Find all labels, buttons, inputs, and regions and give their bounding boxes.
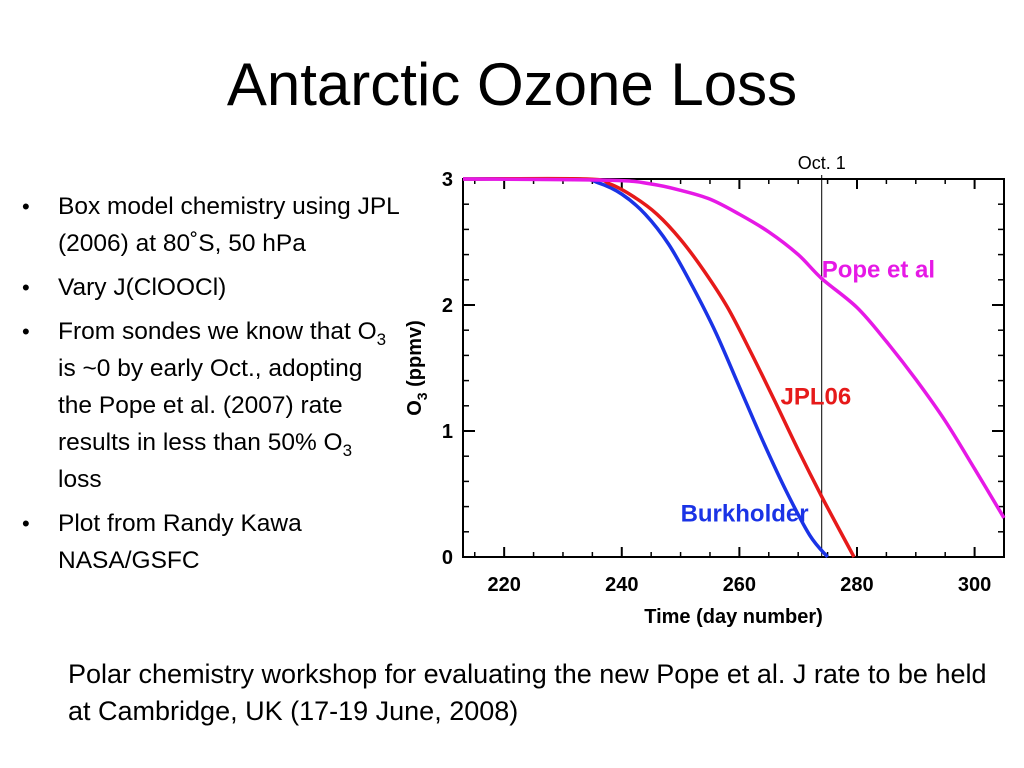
bullet-text: is ~0 by early Oct., adopting the Pope e… (58, 355, 363, 456)
x-tick-label: 280 (840, 574, 873, 596)
series-line-pope-et-al (462, 177, 1006, 519)
series-label-jpl06: JPL06 (781, 384, 852, 411)
bullet-list: • Box model chemistry using JPL (2006) at… (20, 188, 402, 586)
y-axis-label-sub: 3 (414, 392, 430, 400)
y-tick-label: 3 (442, 169, 453, 191)
x-axis-label: Time (day number) (644, 606, 823, 628)
series-label-pope-et-al: Pope et al (822, 256, 935, 283)
oct1-label: Oct. 1 (798, 153, 846, 173)
x-tick-label: 300 (958, 574, 991, 596)
bullet-item: • Box model chemistry using JPL (2006) at… (20, 188, 402, 262)
y-axis-label-rest: (ppmv) (404, 320, 426, 392)
bullet-dot-icon: • (22, 511, 30, 536)
footer-note: Polar chemistry workshop for evaluating … (68, 659, 987, 726)
bullet-item: • From sondes we know that O3 is ~0 by ea… (20, 313, 402, 498)
y-axis-label-main: O (404, 400, 426, 416)
bullet-text: Plot from Randy Kawa NASA/GSFC (58, 510, 302, 574)
bullet-dot-icon: • (22, 275, 30, 300)
y-tick-label: 0 (442, 547, 453, 569)
series-line-jpl06 (462, 176, 856, 558)
bullet-item: • Plot from Randy Kawa NASA/GSFC (20, 505, 402, 579)
bullet-dot-icon: • (22, 194, 30, 219)
y-tick-label: 1 (442, 421, 453, 443)
x-tick-label: 240 (605, 574, 638, 596)
bullet-subscript: 3 (342, 441, 353, 460)
bullet-text: Box model chemistry using JPL (2006) at … (58, 193, 399, 257)
y-axis-label: O3 (ppmv) (404, 320, 430, 416)
bullet-subscript: 3 (376, 330, 387, 349)
series-label-burkholder: Burkholder (681, 501, 809, 528)
plot-frame (462, 178, 1005, 558)
y-tick-label: 2 (442, 295, 453, 317)
x-tick-label: 260 (723, 574, 756, 596)
slide-title: Antarctic Ozone Loss (226, 51, 798, 118)
bullet-item: • Vary J(ClOOCl) (20, 269, 402, 306)
bullet-text: Vary J(ClOOCl) (58, 274, 227, 301)
bullet-text: loss (58, 466, 102, 493)
bullet-dot-icon: • (22, 319, 30, 344)
x-tick-label: 220 (487, 574, 520, 596)
bullet-text: From sondes we know that O (58, 318, 377, 345)
